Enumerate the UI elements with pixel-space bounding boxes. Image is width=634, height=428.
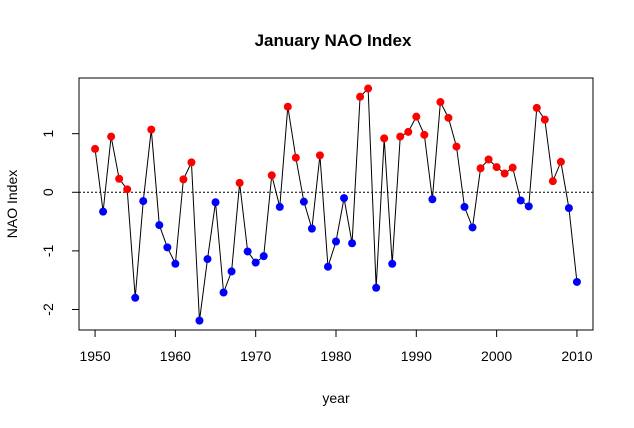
positive-point — [356, 92, 365, 101]
positive-point — [476, 164, 485, 173]
negative-point — [251, 258, 260, 267]
negative-point — [516, 196, 525, 205]
data-points — [91, 84, 581, 325]
positive-point — [508, 163, 517, 172]
positive-point — [187, 158, 196, 167]
positive-point — [484, 155, 493, 164]
negative-point — [155, 221, 164, 230]
positive-point — [380, 134, 389, 143]
x-axis-label: year — [322, 390, 350, 406]
positive-point — [123, 185, 132, 194]
negative-point — [227, 267, 236, 276]
positive-point — [179, 175, 188, 184]
negative-point — [243, 247, 252, 256]
positive-point — [235, 178, 244, 187]
negative-point — [307, 224, 316, 233]
plot-frame — [78, 77, 594, 331]
positive-point — [396, 132, 405, 141]
x-tick-label: 1980 — [320, 348, 351, 364]
negative-point — [131, 293, 140, 302]
x-tick-label: 2000 — [481, 348, 512, 364]
positive-point — [532, 103, 541, 112]
positive-point — [412, 112, 421, 121]
negative-point — [211, 198, 220, 207]
positive-point — [500, 169, 509, 178]
negative-point — [203, 255, 212, 264]
negative-point — [99, 207, 108, 216]
positive-point — [492, 163, 501, 172]
negative-point — [219, 288, 228, 297]
positive-point — [452, 142, 461, 151]
x-tick-label: 1970 — [240, 348, 271, 364]
negative-point — [332, 237, 340, 246]
negative-point — [275, 202, 284, 211]
negative-point — [428, 195, 437, 204]
negative-point — [195, 316, 204, 325]
chart-title: January NAO Index — [255, 31, 412, 50]
negative-point — [572, 277, 581, 286]
negative-point — [323, 262, 332, 271]
negative-point — [468, 223, 477, 232]
positive-point — [91, 144, 100, 153]
positive-point — [315, 151, 324, 160]
positive-point — [556, 157, 565, 166]
series-line — [94, 87, 578, 321]
negative-point — [340, 194, 349, 203]
y-tick-label: -2 — [40, 303, 56, 316]
positive-point — [548, 177, 557, 186]
negative-point — [372, 283, 381, 292]
x-tick-label: 2010 — [561, 348, 592, 364]
y-axis: -2 -1 0 1 — [40, 130, 80, 316]
positive-point — [436, 98, 445, 107]
x-tick-label: 1990 — [401, 348, 432, 364]
y-tick-label: -1 — [40, 244, 56, 257]
negative-point — [299, 197, 308, 206]
positive-point — [420, 130, 429, 139]
negative-point — [524, 202, 533, 211]
negative-point — [139, 197, 148, 206]
negative-point — [163, 243, 172, 252]
negative-point — [259, 252, 268, 261]
x-axis: 1950 1960 1970 1980 1990 2000 2010 — [79, 329, 593, 364]
negative-point — [388, 259, 397, 268]
x-tick-label: 1960 — [160, 348, 191, 364]
negative-point — [460, 202, 469, 211]
positive-point — [107, 132, 116, 141]
positive-point — [283, 102, 292, 111]
y-tick-label: 0 — [40, 188, 56, 196]
y-tick-label: 1 — [40, 130, 56, 138]
negative-point — [171, 259, 180, 268]
positive-point — [291, 153, 300, 162]
positive-point — [147, 125, 156, 134]
negative-point — [564, 204, 573, 213]
x-tick-label: 1950 — [79, 348, 110, 364]
positive-point — [267, 171, 276, 180]
positive-point — [540, 115, 549, 124]
negative-point — [348, 239, 357, 248]
positive-point — [404, 127, 413, 136]
y-axis-label: NAO Index — [4, 170, 20, 238]
positive-point — [115, 174, 124, 183]
positive-point — [364, 84, 373, 93]
positive-point — [444, 113, 453, 122]
